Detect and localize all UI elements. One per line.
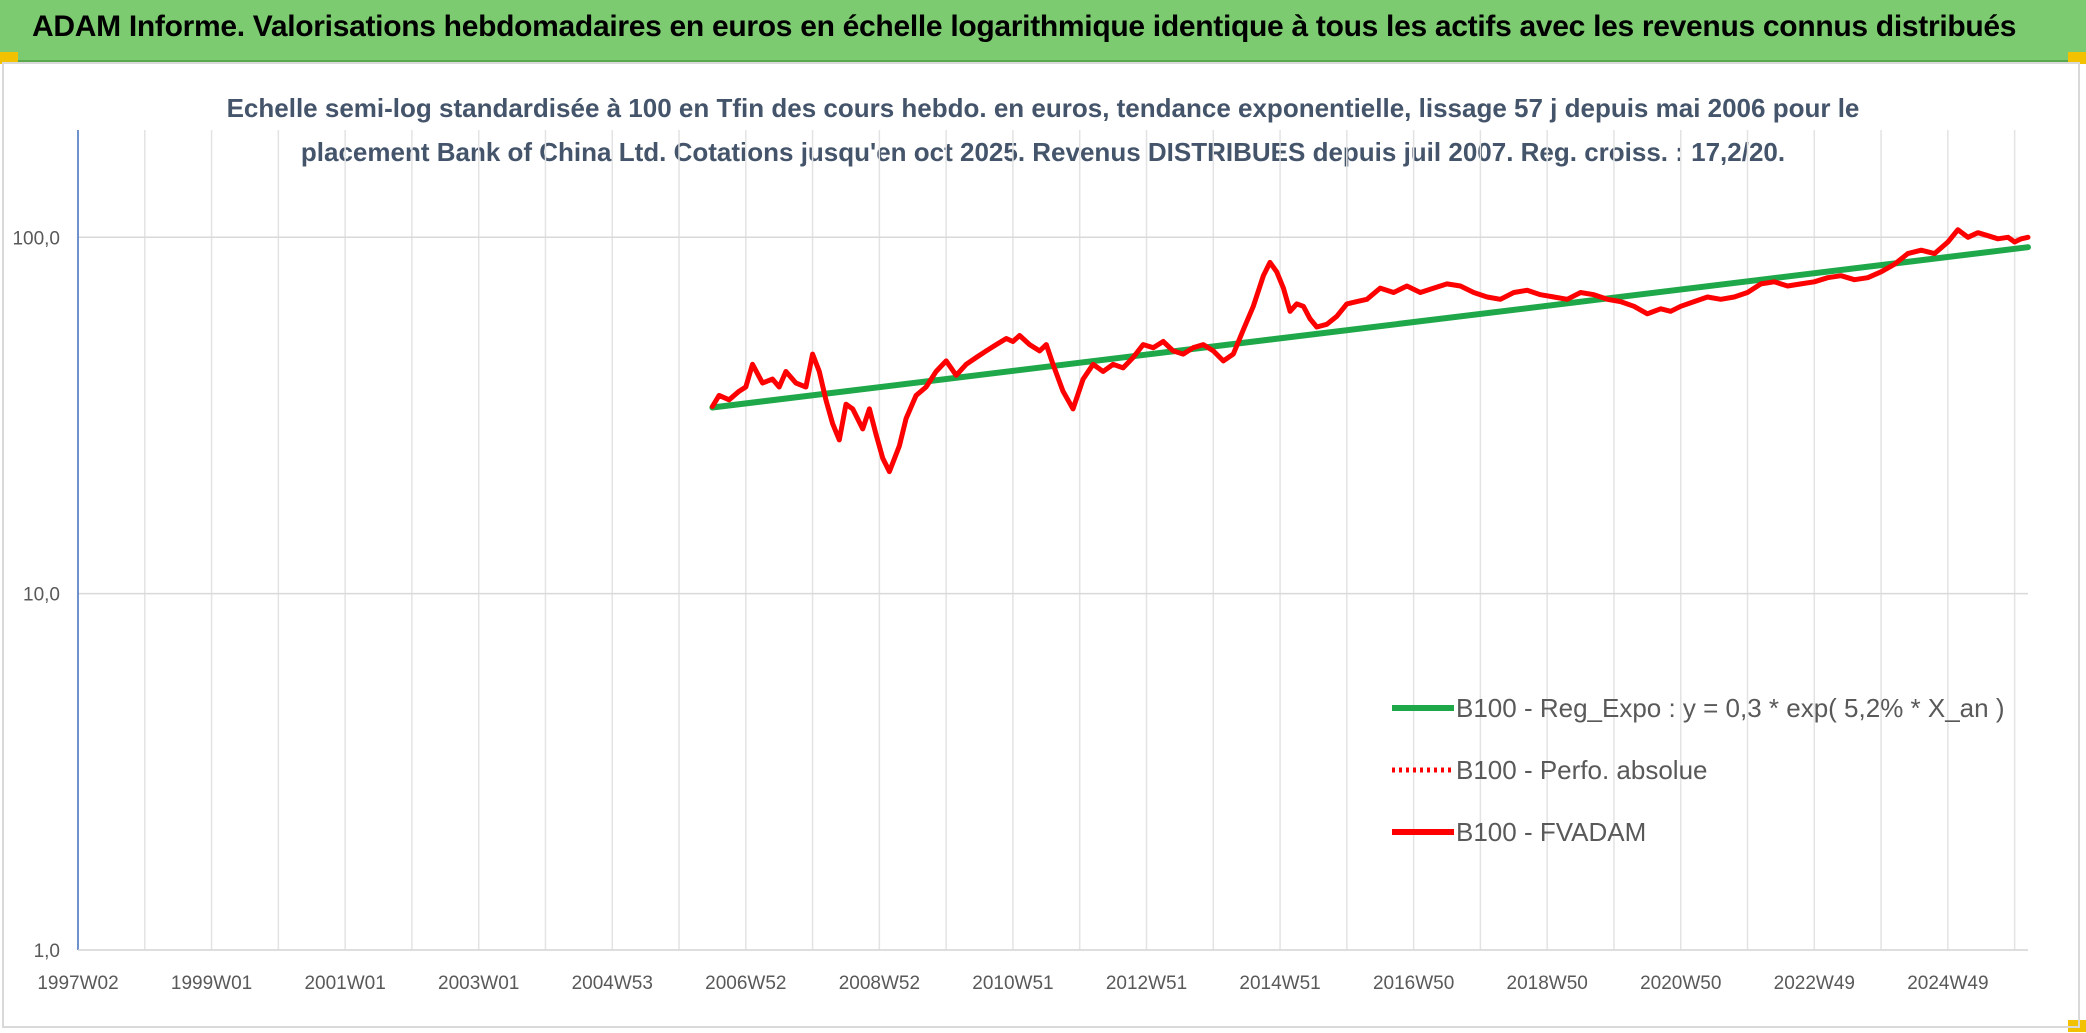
- x-tick-label: 1999W01: [171, 973, 252, 994]
- x-tick-label: 2014W51: [1239, 973, 1320, 994]
- x-tick-label: 2022W49: [1774, 973, 1855, 994]
- legend-label: B100 - Perfo. absolue: [1456, 755, 1708, 785]
- legend-label: B100 - FVADAM: [1456, 817, 1646, 847]
- x-tick-label: 2016W50: [1373, 973, 1454, 994]
- corner-marker-left: [0, 52, 18, 64]
- y-tick-label: 100,0: [12, 228, 60, 249]
- chart-frame: [2, 62, 2080, 1028]
- x-tick-label: 2008W52: [839, 973, 920, 994]
- x-tick-label: 2020W50: [1640, 973, 1721, 994]
- series-line-fvadam: [709, 227, 2031, 475]
- x-tick-label: 2012W51: [1106, 973, 1187, 994]
- chart-subtitle-block: Echelle semi-log standardisée à 100 en T…: [0, 86, 2086, 174]
- corner-marker-right: [2068, 52, 2086, 64]
- x-tick-label: 2006W52: [705, 973, 786, 994]
- chart-title-line-1: Echelle semi-log standardisée à 100 en T…: [226, 93, 1860, 123]
- y-tick-label: 10,0: [23, 585, 60, 606]
- x-tick-label: 2010W51: [972, 973, 1053, 994]
- header-banner: ADAM Informe. Valorisations hebdomadaire…: [0, 0, 2086, 62]
- x-tick-label: 2004W53: [572, 973, 653, 994]
- x-tick-label: 2024W49: [1907, 973, 1988, 994]
- series-line-regression: [709, 244, 2031, 411]
- legend-label: B100 - Reg_Expo : y = 0,3 * exp( 5,2% * …: [1456, 693, 2005, 723]
- chart-title-line-2: placement Bank of China Ltd. Cotations j…: [300, 137, 1786, 167]
- x-tick-label: 2018W50: [1507, 973, 1588, 994]
- x-tick-label: 2001W01: [304, 973, 385, 994]
- page-title: ADAM Informe. Valorisations hebdomadaire…: [32, 10, 2017, 43]
- x-tick-label: 1997W02: [37, 973, 118, 994]
- x-tick-label: 2003W01: [438, 973, 519, 994]
- y-tick-label: 1,0: [34, 941, 60, 962]
